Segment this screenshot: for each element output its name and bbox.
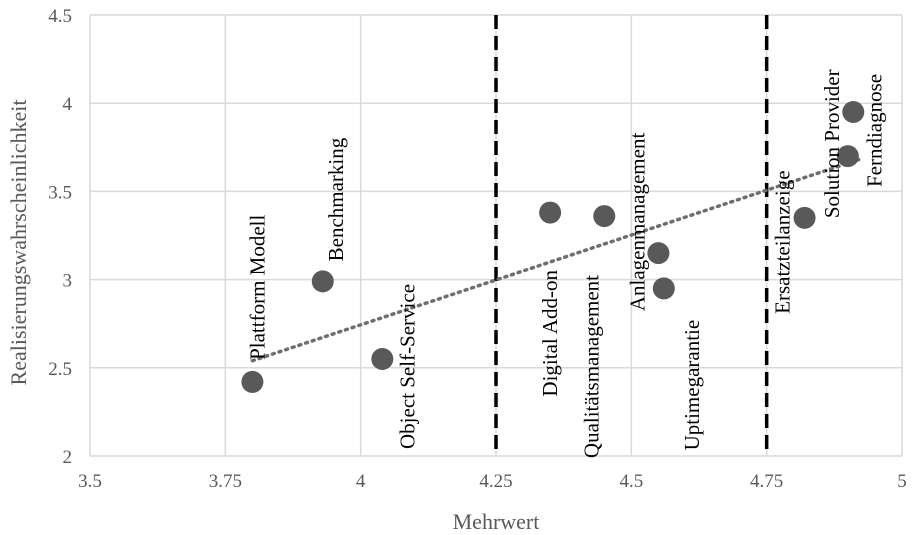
point-label: Qualitätsmanagement — [579, 275, 603, 458]
reference-lines — [494, 15, 769, 456]
y-tick-label: 2 — [63, 447, 73, 468]
y-tick-label: 4.5 — [48, 6, 72, 27]
x-tick-label: 4 — [356, 471, 366, 492]
x-tick-label: 4.75 — [750, 471, 783, 492]
x-tick-label: 4.5 — [619, 471, 643, 492]
data-point — [652, 277, 675, 300]
point-label: Ersatzteilanzeige — [771, 170, 795, 313]
y-tick-label: 3.5 — [48, 182, 72, 203]
x-tick-label: 5 — [897, 471, 907, 492]
point-label: Ferndiagnose — [862, 74, 886, 187]
x-axis-title: Mehrwert — [453, 509, 540, 534]
points-layer — [241, 101, 865, 393]
trendline-layer — [250, 157, 861, 363]
x-tick-label: 4.25 — [479, 471, 512, 492]
x-tick-label: 3.75 — [209, 471, 242, 492]
axis-layer: 3.5 3.75 4 4.25 4.5 4.75 5 2 2.5 3 3.5 4 4.5 — [48, 6, 907, 492]
y-tick-label: 3 — [63, 271, 73, 292]
trendline — [250, 157, 861, 363]
y-tick-label: 4 — [63, 94, 73, 115]
point-label: Anlagenmanagement — [625, 133, 649, 312]
data-point — [311, 270, 334, 293]
point-label: Solution Provider — [820, 69, 844, 218]
y-axis-title: Realisierungswahrscheinlichkeit — [6, 100, 31, 386]
data-point — [371, 347, 394, 370]
data-point — [593, 205, 616, 228]
point-label: Uptimegarantie — [680, 320, 704, 451]
data-point — [793, 206, 816, 229]
point-label: Benchmarking — [324, 137, 348, 261]
data-point — [647, 242, 670, 265]
y-tick-label: 2.5 — [48, 359, 72, 380]
point-labels-layer: Plattform Modell Benchmarking Object Self-… — [245, 69, 886, 458]
data-point — [241, 370, 264, 393]
point-label: Plattform Modell — [245, 215, 269, 360]
data-point — [539, 201, 562, 224]
data-point — [836, 145, 859, 168]
x-tick-label: 3.5 — [78, 471, 102, 492]
point-label: Digital Add-on — [538, 269, 562, 396]
data-point — [842, 101, 865, 124]
point-label: Object Self-Service — [395, 284, 419, 449]
